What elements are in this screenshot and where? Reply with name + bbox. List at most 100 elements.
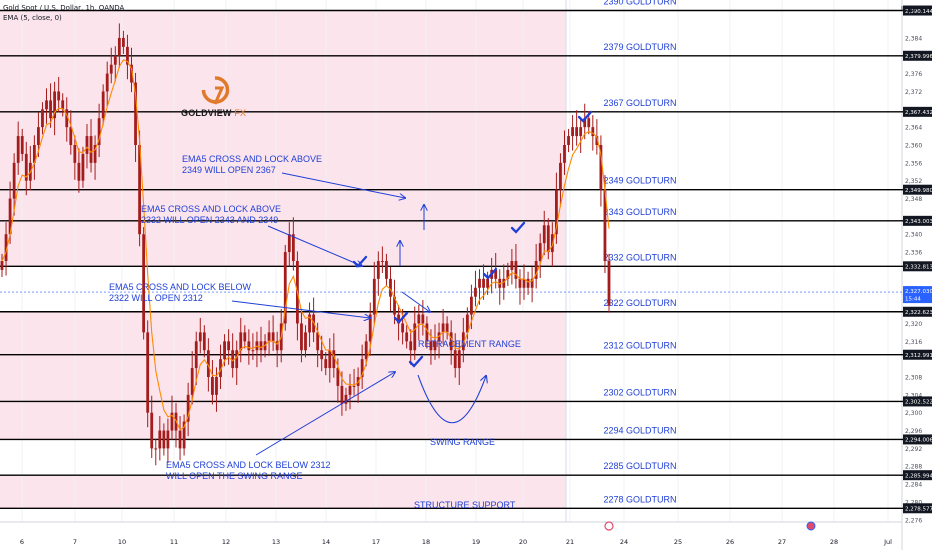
candle-body xyxy=(433,341,437,351)
check-mark-icon xyxy=(510,221,526,234)
y-tick-label: 2,352 xyxy=(905,178,922,185)
candle-body xyxy=(4,234,8,261)
candle-body xyxy=(397,314,400,324)
price-tag xyxy=(903,349,932,360)
annotation-text: STRUCTURE SUPPORT xyxy=(414,500,516,510)
candle-body xyxy=(470,296,473,315)
price-tag-label: 2,379.996 xyxy=(905,54,932,60)
candle-body xyxy=(202,332,206,351)
price-tag-label: 2,349.980 xyxy=(905,188,932,194)
candle-body xyxy=(109,64,113,74)
candle-body xyxy=(530,278,534,288)
candle-body xyxy=(126,46,129,65)
candle-body xyxy=(453,350,457,369)
check-mark-icon xyxy=(482,267,498,280)
candle-body xyxy=(401,323,405,333)
candle-body xyxy=(182,421,186,449)
price-tag-label: 2,285.994 xyxy=(905,473,932,479)
x-tick-label: 20 xyxy=(519,538,527,546)
candle-body xyxy=(77,162,81,181)
candle-body xyxy=(514,261,518,279)
candle-body xyxy=(348,385,352,395)
candle-body xyxy=(607,261,611,306)
price-tag xyxy=(903,434,932,445)
candle-body xyxy=(101,91,105,119)
candle-body xyxy=(389,278,392,297)
y-tick-label: 2,304 xyxy=(905,392,922,399)
candle-body xyxy=(575,127,579,137)
candle-body xyxy=(150,412,154,449)
candle-body xyxy=(251,350,255,352)
price-tag xyxy=(903,470,932,481)
candle-body xyxy=(546,225,550,253)
goldturn-label: 2285 GOLDTURN xyxy=(603,461,676,471)
logo-suffix: FX xyxy=(234,108,247,118)
candle-body xyxy=(8,198,12,235)
candle-body xyxy=(65,109,69,128)
candle-body xyxy=(89,136,93,163)
y-tick-label: 2,284 xyxy=(905,482,922,489)
y-tick-label: 2,384 xyxy=(905,35,922,42)
price-tag xyxy=(903,184,932,195)
candle-body xyxy=(583,118,587,128)
y-tick-label: 2,372 xyxy=(905,89,922,96)
candle-body xyxy=(61,100,65,110)
candle-body xyxy=(12,162,16,199)
candle-body xyxy=(211,377,214,395)
candle-body xyxy=(579,127,583,137)
annotation-text: WILL OPEN THE SWING RANGE xyxy=(166,471,303,481)
x-tick-label: 7 xyxy=(73,538,77,546)
y-tick-label: 2,356 xyxy=(905,160,922,167)
candle-body xyxy=(538,243,542,261)
candle-body xyxy=(385,261,388,279)
goldturn-label: 2322 GOLDTURN xyxy=(603,298,676,308)
candle-body xyxy=(178,430,182,449)
y-tick-label: 2,360 xyxy=(905,143,922,150)
price-tag-label: 2,343.003 xyxy=(905,219,932,225)
candle-body xyxy=(239,332,243,351)
price-tag-label: 2,312.991 xyxy=(905,353,932,359)
check-mark-icon xyxy=(408,355,424,368)
currency-label: USD xyxy=(901,5,916,13)
price-tag-label: 2,294.006 xyxy=(905,438,932,444)
candle-body xyxy=(259,341,263,351)
price-tag xyxy=(903,215,932,226)
candle-body xyxy=(421,314,425,324)
x-tick-label: 12 xyxy=(222,538,230,546)
candle-body xyxy=(81,153,85,181)
x-tick-label: 28 xyxy=(830,538,838,546)
price-tag xyxy=(903,396,932,407)
annotation-arrow xyxy=(231,300,370,318)
candle-body xyxy=(316,332,320,351)
check-mark-icon xyxy=(352,255,368,268)
candle-body xyxy=(526,278,530,288)
goldturn-label: 2379 GOLDTURN xyxy=(603,42,676,52)
y-tick-label: 2,296 xyxy=(905,428,922,435)
goldturn-label: 2390 GOLDTURN xyxy=(603,0,676,7)
candle-body xyxy=(113,55,117,65)
candle-body xyxy=(138,145,141,235)
candle-body xyxy=(559,162,562,190)
candle-body xyxy=(518,278,522,288)
candle-body xyxy=(186,394,190,422)
candle-body xyxy=(122,37,125,47)
pink-zone xyxy=(0,475,566,509)
annotation-text: EMA5 CROSS AND LOCK ABOVE xyxy=(182,154,322,164)
candle-body xyxy=(117,37,121,56)
candle-body xyxy=(380,261,384,262)
candle-body xyxy=(97,118,101,145)
price-tag-label: 2,322.623 xyxy=(905,310,932,316)
y-tick-label: 2,276 xyxy=(905,517,922,524)
price-tag xyxy=(903,261,932,272)
candle-body xyxy=(465,314,469,333)
candle-body xyxy=(24,153,28,181)
candle-body xyxy=(275,341,279,351)
candle-body xyxy=(134,82,137,145)
candle-body xyxy=(32,145,36,163)
x-tick-label: 27 xyxy=(778,538,786,546)
us-flag-icon xyxy=(806,521,816,531)
candle-body xyxy=(393,296,396,315)
price-tag-label: 2,302.522 xyxy=(905,400,932,406)
candle-body xyxy=(441,323,445,333)
